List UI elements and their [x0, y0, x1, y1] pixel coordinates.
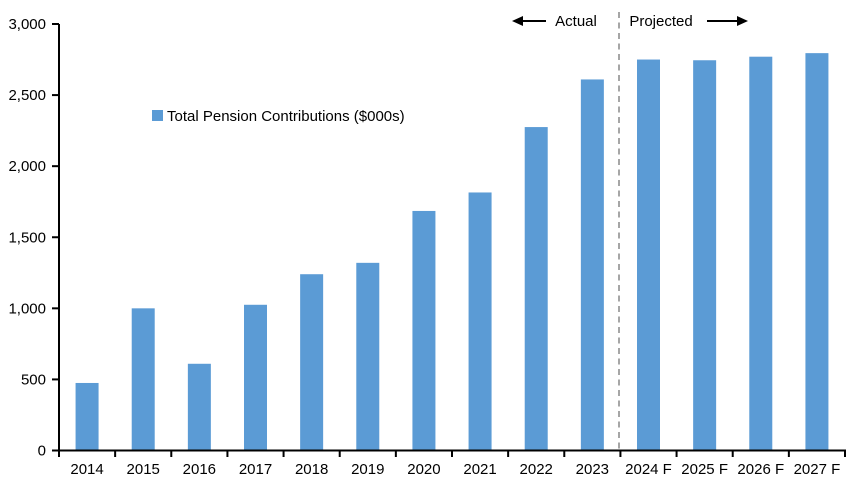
bar-2016: [187, 363, 211, 451]
x-tick-label-2021: 2021: [463, 461, 496, 478]
legend: Total Pension Contributions ($000s): [152, 108, 405, 125]
x-tick-label-2015: 2015: [127, 461, 160, 478]
y-tick-label-2000: 2,000: [8, 158, 46, 175]
bars-layer: [75, 53, 829, 451]
x-tick-label-2025-F: 2025 F: [681, 461, 728, 478]
x-tick-label-2017: 2017: [239, 461, 272, 478]
y-tick-label-1500: 1,500: [8, 229, 46, 246]
bar-2027-F: [805, 53, 829, 451]
y-tick-label-500: 500: [21, 371, 46, 388]
actual-label: Actual: [555, 13, 597, 30]
bar-2026-F: [749, 56, 773, 451]
x-tick-label-2026-F: 2026 F: [737, 461, 784, 478]
y-tick-label-2500: 2,500: [8, 87, 46, 104]
x-tick-label-2027-F: 2027 F: [794, 461, 841, 478]
bar-2017: [244, 304, 267, 451]
y-tick-label-3000: 3,000: [8, 16, 46, 33]
ticks-layer: 0 500 1,000 1,500 2,000 2,500 3,000 2014 2015 201…: [8, 16, 846, 478]
y-tick-label-0: 0: [38, 443, 46, 460]
bar-2023: [580, 79, 604, 451]
x-tick-label-2014: 2014: [70, 461, 103, 478]
x-tick-label-2020: 2020: [407, 461, 440, 478]
arrow-right-icon: [707, 16, 748, 26]
projected-label: Projected: [629, 13, 692, 30]
actual-annotation: Actual: [512, 13, 597, 30]
x-tick-label-2018: 2018: [295, 461, 328, 478]
bar-2014: [75, 382, 99, 451]
x-tick-label-2019: 2019: [351, 461, 384, 478]
bar-2024-F: [637, 59, 660, 451]
bar-2019: [356, 262, 380, 451]
projected-annotation: Projected: [629, 13, 748, 30]
bar-2025-F: [693, 60, 717, 451]
x-tick-label-2023: 2023: [576, 461, 609, 478]
x-tick-label-2016: 2016: [183, 461, 216, 478]
legend-label: Total Pension Contributions ($000s): [167, 108, 405, 125]
legend-marker-icon: [152, 110, 163, 121]
bar-2018: [300, 274, 324, 451]
arrow-left-icon: [512, 16, 546, 26]
bar-2022: [524, 127, 548, 451]
bar-2015: [131, 308, 155, 451]
y-tick-label-1000: 1,000: [8, 300, 46, 317]
x-tick-label-2024-F: 2024 F: [625, 461, 672, 478]
bar-2020: [412, 210, 436, 451]
bar-2021: [468, 192, 492, 451]
x-tick-label-2022: 2022: [520, 461, 553, 478]
